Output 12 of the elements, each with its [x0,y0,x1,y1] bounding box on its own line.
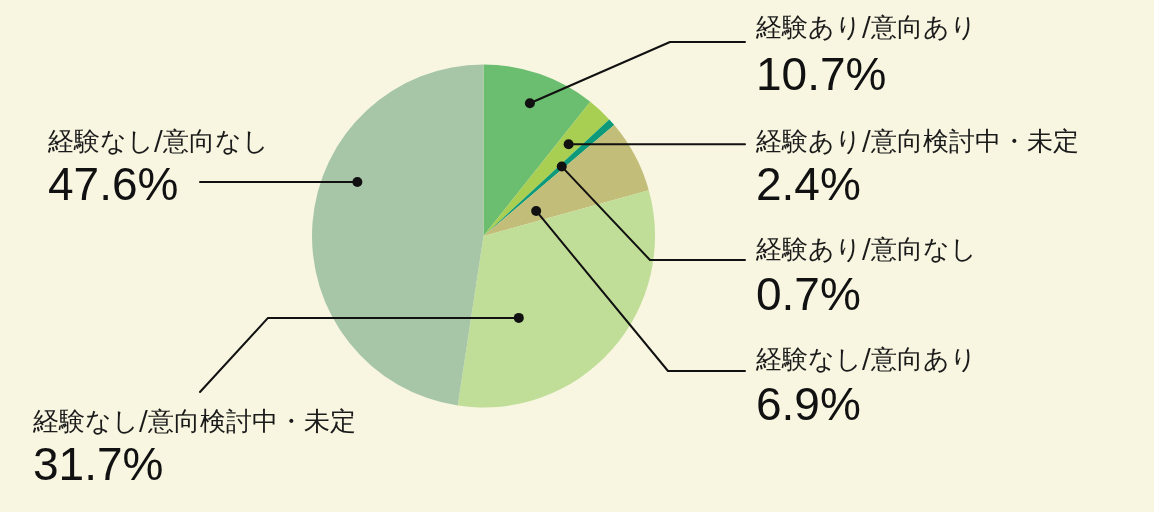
data-label: 47.6% [48,158,179,210]
slice-label: 経験なし/意向なし [47,126,269,156]
slice-label: 経験あり/意向あり [755,12,977,42]
slice-label: 経験なし/意向あり [755,344,977,374]
data-label: 0.7% [756,268,861,320]
slice-label: 経験あり/意向検討中・未定 [755,126,1079,156]
data-label: 10.7% [756,48,887,100]
slice-label: 経験あり/意向なし [755,234,977,264]
data-label: 6.9% [756,378,861,430]
data-label: 31.7% [33,438,164,490]
data-label: 2.4% [756,158,861,210]
slice-label: 経験なし/意向検討中・未定 [32,406,356,436]
